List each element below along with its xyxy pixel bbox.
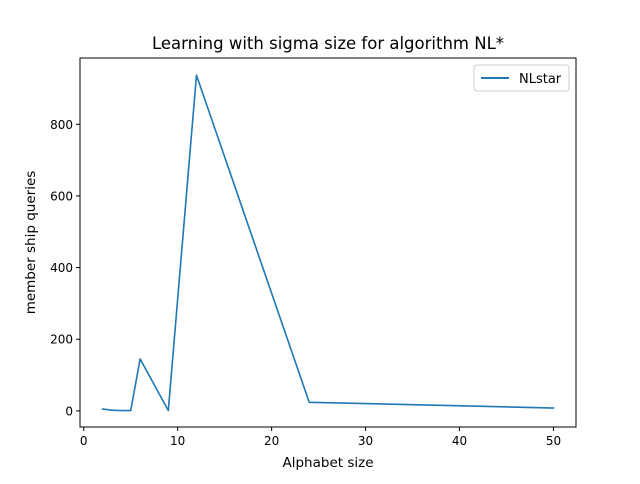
- x-tick-label: 0: [80, 434, 88, 448]
- x-tick-label: 20: [264, 434, 279, 448]
- legend-box: [473, 64, 570, 92]
- y-tick-label: 200: [50, 333, 73, 347]
- legend: NLstar: [473, 64, 570, 92]
- series-line-nlstar: [101, 74, 555, 412]
- x-axis-ticks: 0 10 20 30 40 50: [80, 427, 561, 448]
- y-axis-ticks: 0 200 400 600 800: [50, 118, 80, 418]
- plot-frame: [79, 57, 577, 428]
- plot-area: 0 10 20 30 40 50 0 200 400 600 800: [50, 57, 577, 448]
- x-axis-label: Alphabet size: [282, 455, 373, 471]
- x-tick-label: 30: [358, 434, 373, 448]
- x-tick-label: 40: [452, 434, 467, 448]
- x-tick-label: 10: [170, 434, 185, 448]
- series-lines: [101, 74, 555, 412]
- legend-label-nlstar: NLstar: [519, 72, 562, 87]
- y-tick-label: 800: [50, 118, 73, 132]
- y-axis-label: member ship queries: [23, 171, 39, 315]
- y-tick-label: 0: [65, 404, 73, 418]
- y-tick-label: 400: [50, 261, 73, 275]
- chart-title: Learning with sigma size for algorithm N…: [152, 34, 504, 53]
- x-tick-label: 50: [546, 434, 561, 448]
- y-tick-label: 600: [50, 189, 73, 203]
